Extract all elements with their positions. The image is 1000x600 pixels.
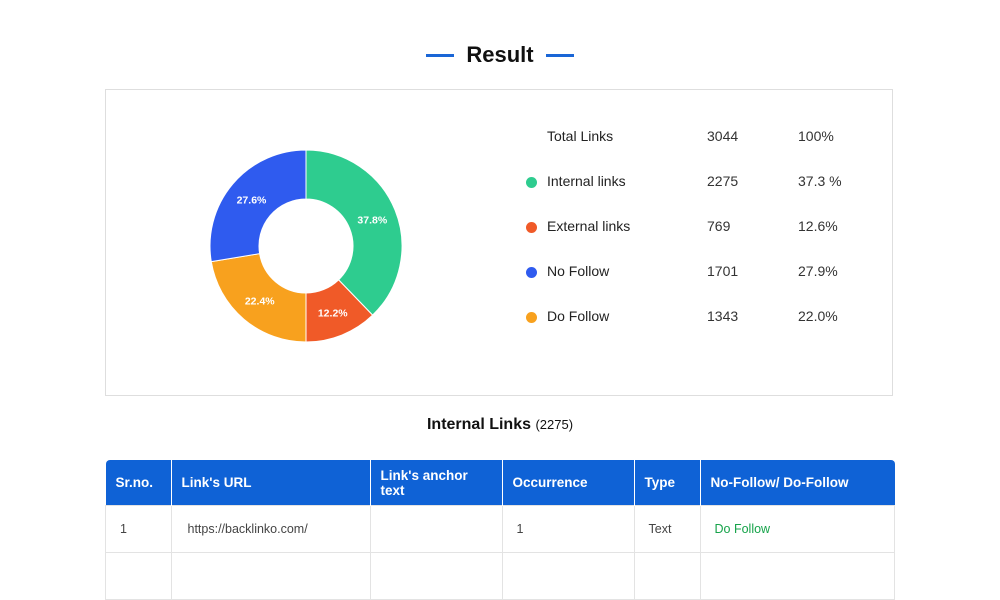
column-header-sr-no: Sr.no. [105,460,172,506]
heading-bar-right [545,53,574,57]
stat-percent: 22.0% [798,308,838,324]
section-title-count: (2275) [535,417,574,432]
legend-dot-icon [526,312,537,323]
donut-slice-label: 27.6% [237,195,267,207]
internal-links-title: Internal Links (2275) [0,416,1000,434]
stat-count: 1343 [707,308,739,324]
stat-percent: 100% [798,128,834,144]
column-header-url: Link's URL [171,460,371,506]
stat-count: 1701 [707,263,739,279]
stat-row-total: Total Links 3044 100% [523,126,853,171]
stat-percent: 37.3 % [798,173,842,189]
donut-slice-no-follow [209,149,307,263]
stat-count: 3044 [707,128,739,144]
cell-anchor-text [369,505,503,553]
stat-label: No Follow [547,263,610,279]
section-title-text: Internal Links [426,416,531,433]
table-row: 1 https://backlinko.com/ 1 Text Do Follo… [105,505,895,553]
cell-occurrence: 1 [501,505,635,553]
result-card: 37.8% 12.2% 22.4% 27.6% Total Links 3044 10… [105,89,893,396]
stat-row-no-follow: No Follow 1701 27.9% [523,261,853,306]
cell-sr-no: 1 [105,505,172,553]
column-header-type: Type [634,460,701,506]
result-heading: Result [0,38,1000,72]
stat-row-internal: Internal links 2275 37.3 % [523,171,853,216]
stat-row-do-follow: Do Follow 1343 22.0% [523,306,853,351]
donut-slice-do-follow [210,253,307,343]
table-header-row: Sr.no. Link's URL Link's anchor text Occ… [105,460,895,506]
stat-label: Total Links [547,128,614,144]
heading-bar-left [426,53,455,57]
cell-type: Text [633,505,701,553]
stat-percent: 12.6% [798,218,838,234]
summary-stats: Total Links 3044 100% Internal links 227… [523,126,853,351]
column-header-follow: No-Follow/ Do-Follow [700,460,895,506]
donut-slice-label: 12.2% [318,307,348,319]
donut-slice-label: 22.4% [245,296,275,308]
donut-slice-label: 37.8% [357,214,387,226]
stat-label: Do Follow [547,308,610,324]
legend-dot-icon [526,222,537,233]
column-header-occurrence: Occurrence [502,460,635,506]
column-header-anchor-text: Link's anchor text [370,460,503,506]
stat-count: 769 [707,218,731,234]
stat-label: Internal links [547,173,626,189]
stat-percent: 27.9% [798,263,838,279]
legend-dot-icon [526,267,537,278]
cell-follow: Do Follow [699,505,895,553]
legend-dot-icon [526,177,537,188]
stat-row-external: External links 769 12.6% [523,216,853,261]
links-donut-chart: 37.8% 12.2% 22.4% 27.6% [209,149,403,343]
stat-label: External links [547,218,631,234]
stat-count: 2275 [707,173,739,189]
internal-links-table: Sr.no. Link's URL Link's anchor text Occ… [105,460,895,600]
page-title: Result [466,42,534,67]
donut-slice-internal-links [305,149,403,316]
do-follow-text: Do Follow [714,522,771,536]
cell-url[interactable]: https://backlinko.com/ [170,505,371,553]
